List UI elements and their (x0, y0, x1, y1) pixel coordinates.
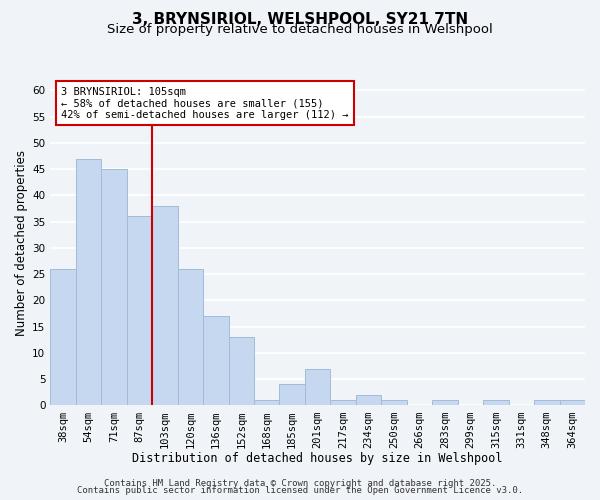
Bar (254, 400, 280, 406)
Text: 3 BRYNSIRIOL: 105sqm
← 58% of detached houses are smaller (155)
42% of semi-deta: 3 BRYNSIRIOL: 105sqm ← 58% of detached h… (61, 86, 349, 120)
Bar (152, 206, 178, 406)
Bar (356, 395, 381, 406)
Bar (203, 316, 229, 406)
Bar (229, 337, 254, 406)
Y-axis label: Number of detached properties: Number of detached properties (15, 150, 28, 336)
Bar (50, 269, 76, 406)
Bar (305, 368, 331, 406)
Text: 3, BRYNSIRIOL, WELSHPOOL, SY21 7TN: 3, BRYNSIRIOL, WELSHPOOL, SY21 7TN (132, 12, 468, 28)
Text: Size of property relative to detached houses in Welshpool: Size of property relative to detached ho… (107, 22, 493, 36)
Bar (483, 400, 509, 406)
Bar (76, 158, 101, 406)
Bar (101, 169, 127, 406)
Bar (560, 400, 585, 406)
Bar (331, 400, 356, 406)
Bar (127, 216, 152, 406)
Bar (534, 400, 560, 406)
X-axis label: Distribution of detached houses by size in Welshpool: Distribution of detached houses by size … (133, 452, 503, 465)
Text: Contains HM Land Registry data © Crown copyright and database right 2025.: Contains HM Land Registry data © Crown c… (104, 478, 496, 488)
Bar (280, 384, 305, 406)
Bar (381, 400, 407, 406)
Text: Contains public sector information licensed under the Open Government Licence v3: Contains public sector information licen… (77, 486, 523, 495)
Bar (178, 269, 203, 406)
Bar (432, 400, 458, 406)
